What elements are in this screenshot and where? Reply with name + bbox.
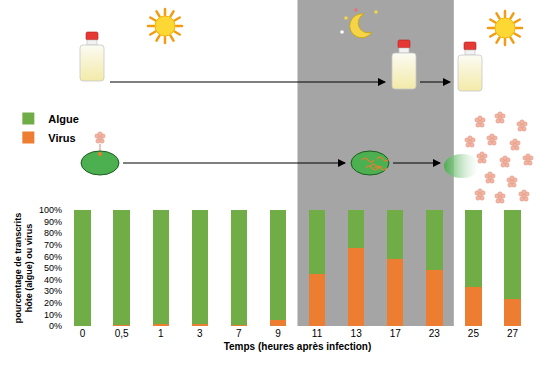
svg-text:3: 3	[197, 328, 203, 339]
svg-text:7: 7	[236, 328, 242, 339]
svg-text:50%: 50%	[44, 263, 62, 273]
svg-text:80%: 80%	[44, 228, 62, 238]
svg-text:Virus: Virus	[48, 132, 75, 144]
svg-text:30%: 30%	[44, 286, 62, 296]
svg-text:11: 11	[312, 328, 323, 339]
svg-text:0%: 0%	[49, 321, 62, 331]
svg-text:60%: 60%	[44, 252, 62, 262]
svg-text:0,5: 0,5	[115, 328, 129, 339]
svg-text:13: 13	[351, 328, 363, 339]
svg-text:Algue: Algue	[48, 113, 79, 125]
svg-text:40%: 40%	[44, 275, 62, 285]
svg-text:25: 25	[468, 328, 480, 339]
svg-text:17: 17	[390, 328, 402, 339]
svg-text:Temps (heures après infection): Temps (heures après infection)	[224, 341, 372, 352]
svg-text:90%: 90%	[44, 217, 62, 227]
svg-text:0: 0	[80, 328, 86, 339]
svg-text:27: 27	[507, 328, 519, 339]
svg-text:20%: 20%	[44, 298, 62, 308]
svg-text:23: 23	[429, 328, 441, 339]
svg-text:70%: 70%	[44, 240, 62, 250]
svg-text:100%: 100%	[39, 205, 62, 215]
svg-text:pourcentage de transcritshôte: pourcentage de transcritshôte (algue) ou…	[13, 213, 35, 324]
svg-text:9: 9	[275, 328, 281, 339]
svg-text:1: 1	[158, 328, 164, 339]
svg-text:10%: 10%	[44, 310, 62, 320]
